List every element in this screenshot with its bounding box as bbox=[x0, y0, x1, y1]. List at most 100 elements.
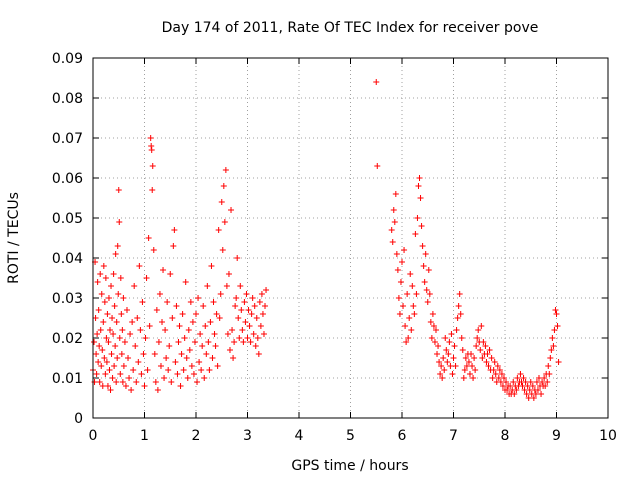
data-point bbox=[141, 383, 148, 389]
data-point bbox=[221, 219, 228, 225]
data-point bbox=[211, 331, 218, 337]
data-point bbox=[401, 247, 408, 253]
data-point bbox=[392, 191, 399, 197]
data-point bbox=[239, 327, 246, 333]
data-point bbox=[451, 343, 458, 349]
data-point bbox=[434, 351, 441, 357]
data-point bbox=[397, 279, 404, 285]
data-point bbox=[488, 355, 495, 361]
data-point bbox=[449, 371, 456, 377]
data-point bbox=[425, 267, 432, 273]
data-point bbox=[522, 379, 529, 385]
data-point bbox=[230, 355, 237, 361]
data-point bbox=[168, 379, 175, 385]
data-point bbox=[490, 367, 497, 373]
data-point bbox=[388, 227, 395, 233]
data-point bbox=[484, 351, 491, 357]
data-point bbox=[438, 363, 445, 369]
data-point bbox=[417, 195, 424, 201]
data-point bbox=[229, 327, 236, 333]
data-point bbox=[455, 303, 462, 309]
data-point bbox=[406, 315, 413, 321]
data-point bbox=[549, 335, 556, 341]
data-point bbox=[542, 383, 549, 389]
data-point bbox=[134, 315, 141, 321]
data-point bbox=[209, 355, 216, 361]
data-point bbox=[100, 263, 107, 269]
data-point bbox=[473, 343, 480, 349]
data-point bbox=[510, 379, 517, 385]
data-point bbox=[147, 135, 154, 141]
x-tick-label: 5 bbox=[346, 428, 355, 444]
y-axis-label: ROTI / TECUs bbox=[6, 192, 22, 284]
data-point bbox=[102, 275, 109, 281]
data-point bbox=[391, 219, 398, 225]
data-point bbox=[114, 243, 121, 249]
data-point bbox=[407, 271, 414, 277]
data-point bbox=[412, 231, 419, 237]
data-point bbox=[213, 311, 220, 317]
data-point bbox=[118, 351, 125, 357]
data-point bbox=[144, 367, 151, 373]
data-point bbox=[517, 371, 524, 377]
data-point bbox=[551, 327, 558, 333]
data-point bbox=[120, 295, 127, 301]
y-tick-label: 0.02 bbox=[52, 331, 83, 347]
data-point bbox=[259, 311, 266, 317]
data-point bbox=[201, 375, 208, 381]
data-point bbox=[240, 339, 247, 345]
data-point bbox=[148, 143, 155, 149]
data-point bbox=[204, 283, 211, 289]
data-point bbox=[439, 375, 446, 381]
data-point bbox=[105, 295, 112, 301]
data-point bbox=[140, 351, 147, 357]
data-point bbox=[178, 351, 185, 357]
data-point bbox=[97, 327, 104, 333]
data-point bbox=[462, 355, 469, 361]
data-point bbox=[250, 331, 257, 337]
data-point bbox=[157, 363, 164, 369]
data-point bbox=[395, 295, 402, 301]
data-point bbox=[409, 283, 416, 289]
data-point bbox=[104, 383, 111, 389]
data-point bbox=[541, 375, 548, 381]
x-tick-label: 4 bbox=[295, 428, 304, 444]
data-point bbox=[247, 339, 254, 345]
data-point bbox=[523, 391, 530, 397]
data-point bbox=[128, 387, 135, 393]
data-point bbox=[524, 383, 531, 389]
data-point bbox=[104, 311, 111, 317]
data-point bbox=[478, 323, 485, 329]
data-point bbox=[203, 351, 210, 357]
x-axis-label: GPS time / hours bbox=[291, 458, 408, 474]
data-point bbox=[482, 343, 489, 349]
data-point bbox=[115, 187, 122, 193]
y-tick-label: 0.03 bbox=[52, 291, 83, 307]
data-point bbox=[428, 335, 435, 341]
data-point bbox=[91, 379, 98, 385]
data-point bbox=[243, 291, 250, 297]
data-point bbox=[182, 279, 189, 285]
data-point bbox=[91, 339, 98, 345]
data-point bbox=[118, 311, 125, 317]
data-point bbox=[106, 367, 113, 373]
data-point bbox=[121, 339, 128, 345]
data-point bbox=[169, 315, 176, 321]
data-point bbox=[546, 371, 553, 377]
data-point bbox=[115, 291, 122, 297]
data-point bbox=[496, 367, 503, 373]
data-point bbox=[257, 323, 264, 329]
data-point bbox=[390, 207, 397, 213]
data-point bbox=[443, 347, 450, 353]
data-point bbox=[105, 339, 112, 345]
data-point bbox=[440, 355, 447, 361]
data-point bbox=[219, 247, 226, 253]
data-point bbox=[142, 335, 149, 341]
data-point bbox=[494, 363, 501, 369]
data-point bbox=[108, 283, 115, 289]
x-tick-label: 9 bbox=[552, 428, 561, 444]
data-point bbox=[218, 199, 225, 205]
data-point bbox=[197, 331, 204, 337]
data-point bbox=[119, 379, 126, 385]
data-point bbox=[498, 371, 505, 377]
